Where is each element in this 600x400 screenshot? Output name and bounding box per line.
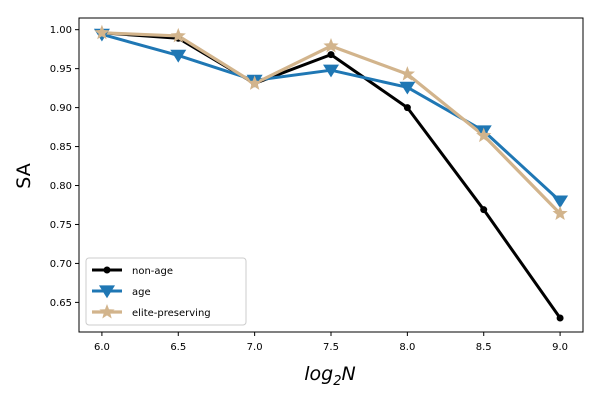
x-tick-label: 8.5 xyxy=(476,342,492,353)
data-point-elite-preserving xyxy=(94,24,110,40)
data-point-non-age xyxy=(403,104,411,112)
data-point-non-age xyxy=(480,206,488,214)
x-tick-label: 6.5 xyxy=(170,342,186,353)
legend-swatch-marker xyxy=(103,266,111,274)
legend-label: age xyxy=(132,287,151,298)
x-axis-ticks: 6.0 6.5 7.0 7.5 8.0 8.5 9.0 xyxy=(94,332,568,353)
legend-label: elite-preserving xyxy=(132,308,211,319)
series-markers xyxy=(93,24,569,322)
legend-box xyxy=(85,257,247,326)
y-axis-label: SA xyxy=(13,163,35,188)
data-point-age xyxy=(323,64,339,78)
x-axis-label: log2N xyxy=(304,363,355,389)
data-point-non-age xyxy=(327,51,335,59)
x-axis-label-tail: N xyxy=(342,363,356,385)
y-axis-ticks: 0.65 0.70 0.75 0.80 0.85 0.90 0.95 1.00 xyxy=(50,25,79,309)
legend: non-age age elite-preserving xyxy=(85,257,247,326)
legend-label: non-age xyxy=(132,266,173,277)
y-tick-label: 0.85 xyxy=(50,142,72,153)
y-tick-label: 0.70 xyxy=(50,259,72,270)
data-point-age xyxy=(552,195,569,209)
legend-swatch-marker xyxy=(99,285,115,299)
x-axis-label-subscript: 2 xyxy=(333,374,341,389)
y-tick-label: 0.90 xyxy=(50,103,72,114)
y-tick-label: 0.95 xyxy=(50,64,72,75)
plot-frame xyxy=(78,17,584,333)
y-tick-label: 0.80 xyxy=(50,181,72,192)
x-tick-label: 6.0 xyxy=(94,342,110,353)
data-point-elite-preserving xyxy=(170,27,186,43)
data-point-non-age xyxy=(556,314,564,322)
y-tick-label: 1.00 xyxy=(50,25,72,36)
y-tick-label: 0.65 xyxy=(50,298,72,309)
x-tick-label: 9.0 xyxy=(552,342,568,353)
data-point-elite-preserving xyxy=(247,75,263,90)
data-point-age xyxy=(170,49,187,63)
data-point-elite-preserving xyxy=(323,38,339,53)
data-point-elite-preserving xyxy=(399,66,415,81)
legend-swatch-marker xyxy=(99,304,115,319)
x-tick-label: 7.5 xyxy=(323,342,339,353)
x-axis-label-base: log xyxy=(304,363,333,385)
y-tick-label: 0.75 xyxy=(50,220,72,231)
x-tick-label: 8.0 xyxy=(399,342,415,353)
data-point-age xyxy=(399,81,416,95)
x-tick-label: 7.0 xyxy=(247,342,263,353)
data-point-elite-preserving xyxy=(552,205,568,221)
data-point-elite-preserving xyxy=(476,127,492,143)
